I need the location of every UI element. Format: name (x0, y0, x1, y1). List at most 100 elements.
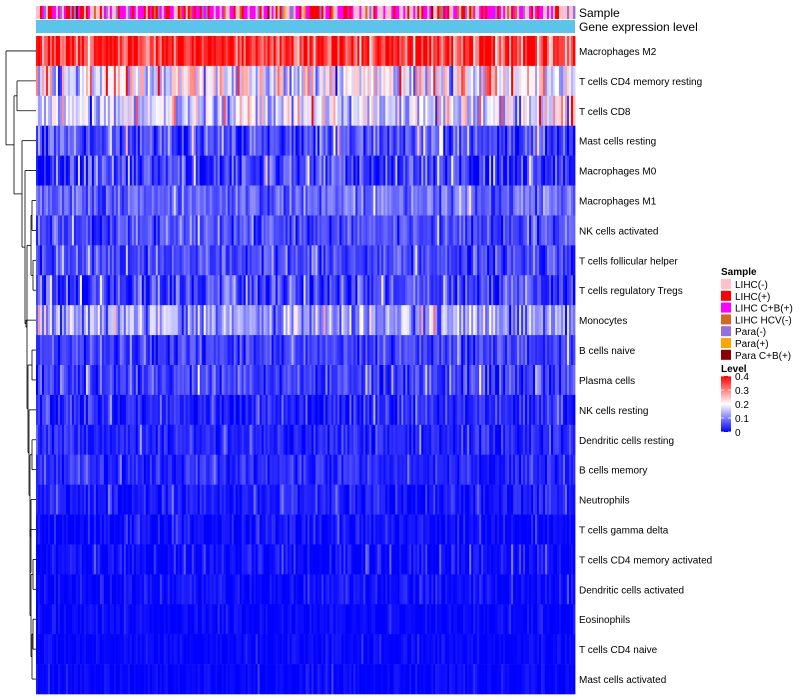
heatmap-cell (187, 424, 191, 456)
heatmap-cell (217, 454, 221, 485)
heatmap-cell (391, 484, 394, 515)
heatmap-cell (149, 245, 153, 276)
heatmap-cell (85, 65, 89, 97)
heatmap-cell (283, 514, 286, 545)
heatmap-cell (435, 215, 438, 246)
sample-annotation-cell (277, 6, 280, 19)
heatmap-cell (311, 245, 314, 276)
heatmap-cell (419, 484, 422, 515)
heatmap-cell (157, 365, 161, 396)
heatmap-cell (315, 155, 318, 186)
heatmap-cell (413, 215, 416, 246)
heatmap-cell (305, 185, 308, 216)
heatmap-cell (259, 215, 262, 246)
heatmap-cell (271, 185, 274, 216)
heatmap-cell (443, 514, 446, 545)
heatmap-cell (541, 245, 544, 276)
heatmap-cell (349, 185, 352, 216)
heatmap-cell (403, 185, 406, 216)
heatmap-cell (289, 275, 292, 306)
heatmap-cell (255, 245, 258, 276)
heatmap-cell (171, 424, 175, 456)
heatmap-cell (547, 514, 550, 545)
heatmap-cell (431, 394, 434, 426)
heatmap-cell (295, 36, 298, 67)
sample-annotation-cell (197, 6, 201, 19)
heatmap-cell (257, 95, 260, 127)
heatmap-cell (241, 65, 245, 97)
heatmap-cell (447, 275, 450, 306)
heatmap-cell (509, 514, 512, 545)
heatmap-cell (563, 245, 566, 276)
heatmap-cell (509, 454, 512, 485)
sample-annotation-cell (237, 6, 241, 19)
heatmap-cell (493, 185, 496, 216)
heatmap-cell (251, 155, 254, 186)
heatmap-cell (315, 484, 318, 515)
heatmap-cell (85, 454, 89, 485)
heatmap-cell (457, 275, 460, 306)
heatmap-cell (443, 185, 446, 216)
heatmap-cell (75, 65, 79, 97)
heatmap-cell (291, 484, 294, 515)
heatmap-cell (311, 394, 314, 426)
heatmap-cell (519, 305, 522, 336)
heatmap-cell (351, 365, 354, 396)
heatmap-cell (127, 305, 131, 336)
heatmap-cell (393, 454, 396, 485)
heatmap-cell (511, 365, 514, 396)
heatmap-cell (347, 155, 350, 186)
sample-annotation-cell (195, 6, 199, 19)
heatmap-cell (65, 365, 69, 396)
heatmap-cell (195, 245, 199, 276)
heatmap-cell (227, 365, 231, 396)
heatmap-cell (123, 125, 127, 156)
sample-annotation-cell (507, 6, 510, 19)
heatmap-cell (157, 125, 161, 156)
heatmap-cell (493, 36, 496, 67)
heatmap-cell (153, 365, 157, 396)
heatmap-cell (411, 215, 414, 246)
heatmap-cell (41, 424, 45, 456)
heatmap-cell (189, 514, 193, 545)
heatmap-cell (423, 245, 426, 276)
sample-annotation-cell (395, 6, 398, 19)
heatmap-cell (487, 275, 490, 306)
heatmap-cell (59, 185, 63, 216)
heatmap-cell (211, 484, 215, 515)
heatmap-cell (563, 424, 566, 456)
heatmap-cell (181, 155, 185, 186)
heatmap-cell (157, 454, 161, 485)
heatmap-cell (87, 484, 91, 515)
heatmap-cell (147, 454, 151, 485)
heatmap-cell (491, 365, 494, 396)
heatmap-cell (237, 484, 241, 515)
sample-annotation-cell (353, 6, 356, 19)
heatmap-cell (303, 65, 306, 97)
heatmap-cell (291, 424, 294, 456)
heatmap-cell (71, 365, 75, 396)
heatmap-cell (353, 215, 356, 246)
heatmap-cell (323, 95, 326, 127)
heatmap-cell (507, 365, 510, 396)
heatmap-cell (269, 424, 272, 456)
heatmap-cell (251, 365, 254, 396)
heatmap-cell (343, 275, 346, 306)
heatmap-cell (323, 424, 326, 456)
heatmap-cell (201, 125, 205, 156)
heatmap-cell (559, 36, 562, 67)
heatmap-cell (423, 125, 426, 156)
heatmap-cell (377, 514, 380, 545)
heatmap-cell (63, 335, 67, 366)
heatmap-cell (563, 125, 566, 156)
heatmap-cell (201, 65, 205, 97)
heatmap-cell (387, 484, 390, 515)
heatmap-cell (117, 335, 121, 366)
heatmap-cell (363, 424, 366, 456)
heatmap-cell (43, 484, 47, 515)
heatmap-cell (107, 454, 111, 485)
heatmap-cell (195, 424, 199, 456)
heatmap-cell (245, 365, 249, 396)
heatmap-cell (205, 245, 209, 276)
heatmap-cell (163, 245, 167, 276)
